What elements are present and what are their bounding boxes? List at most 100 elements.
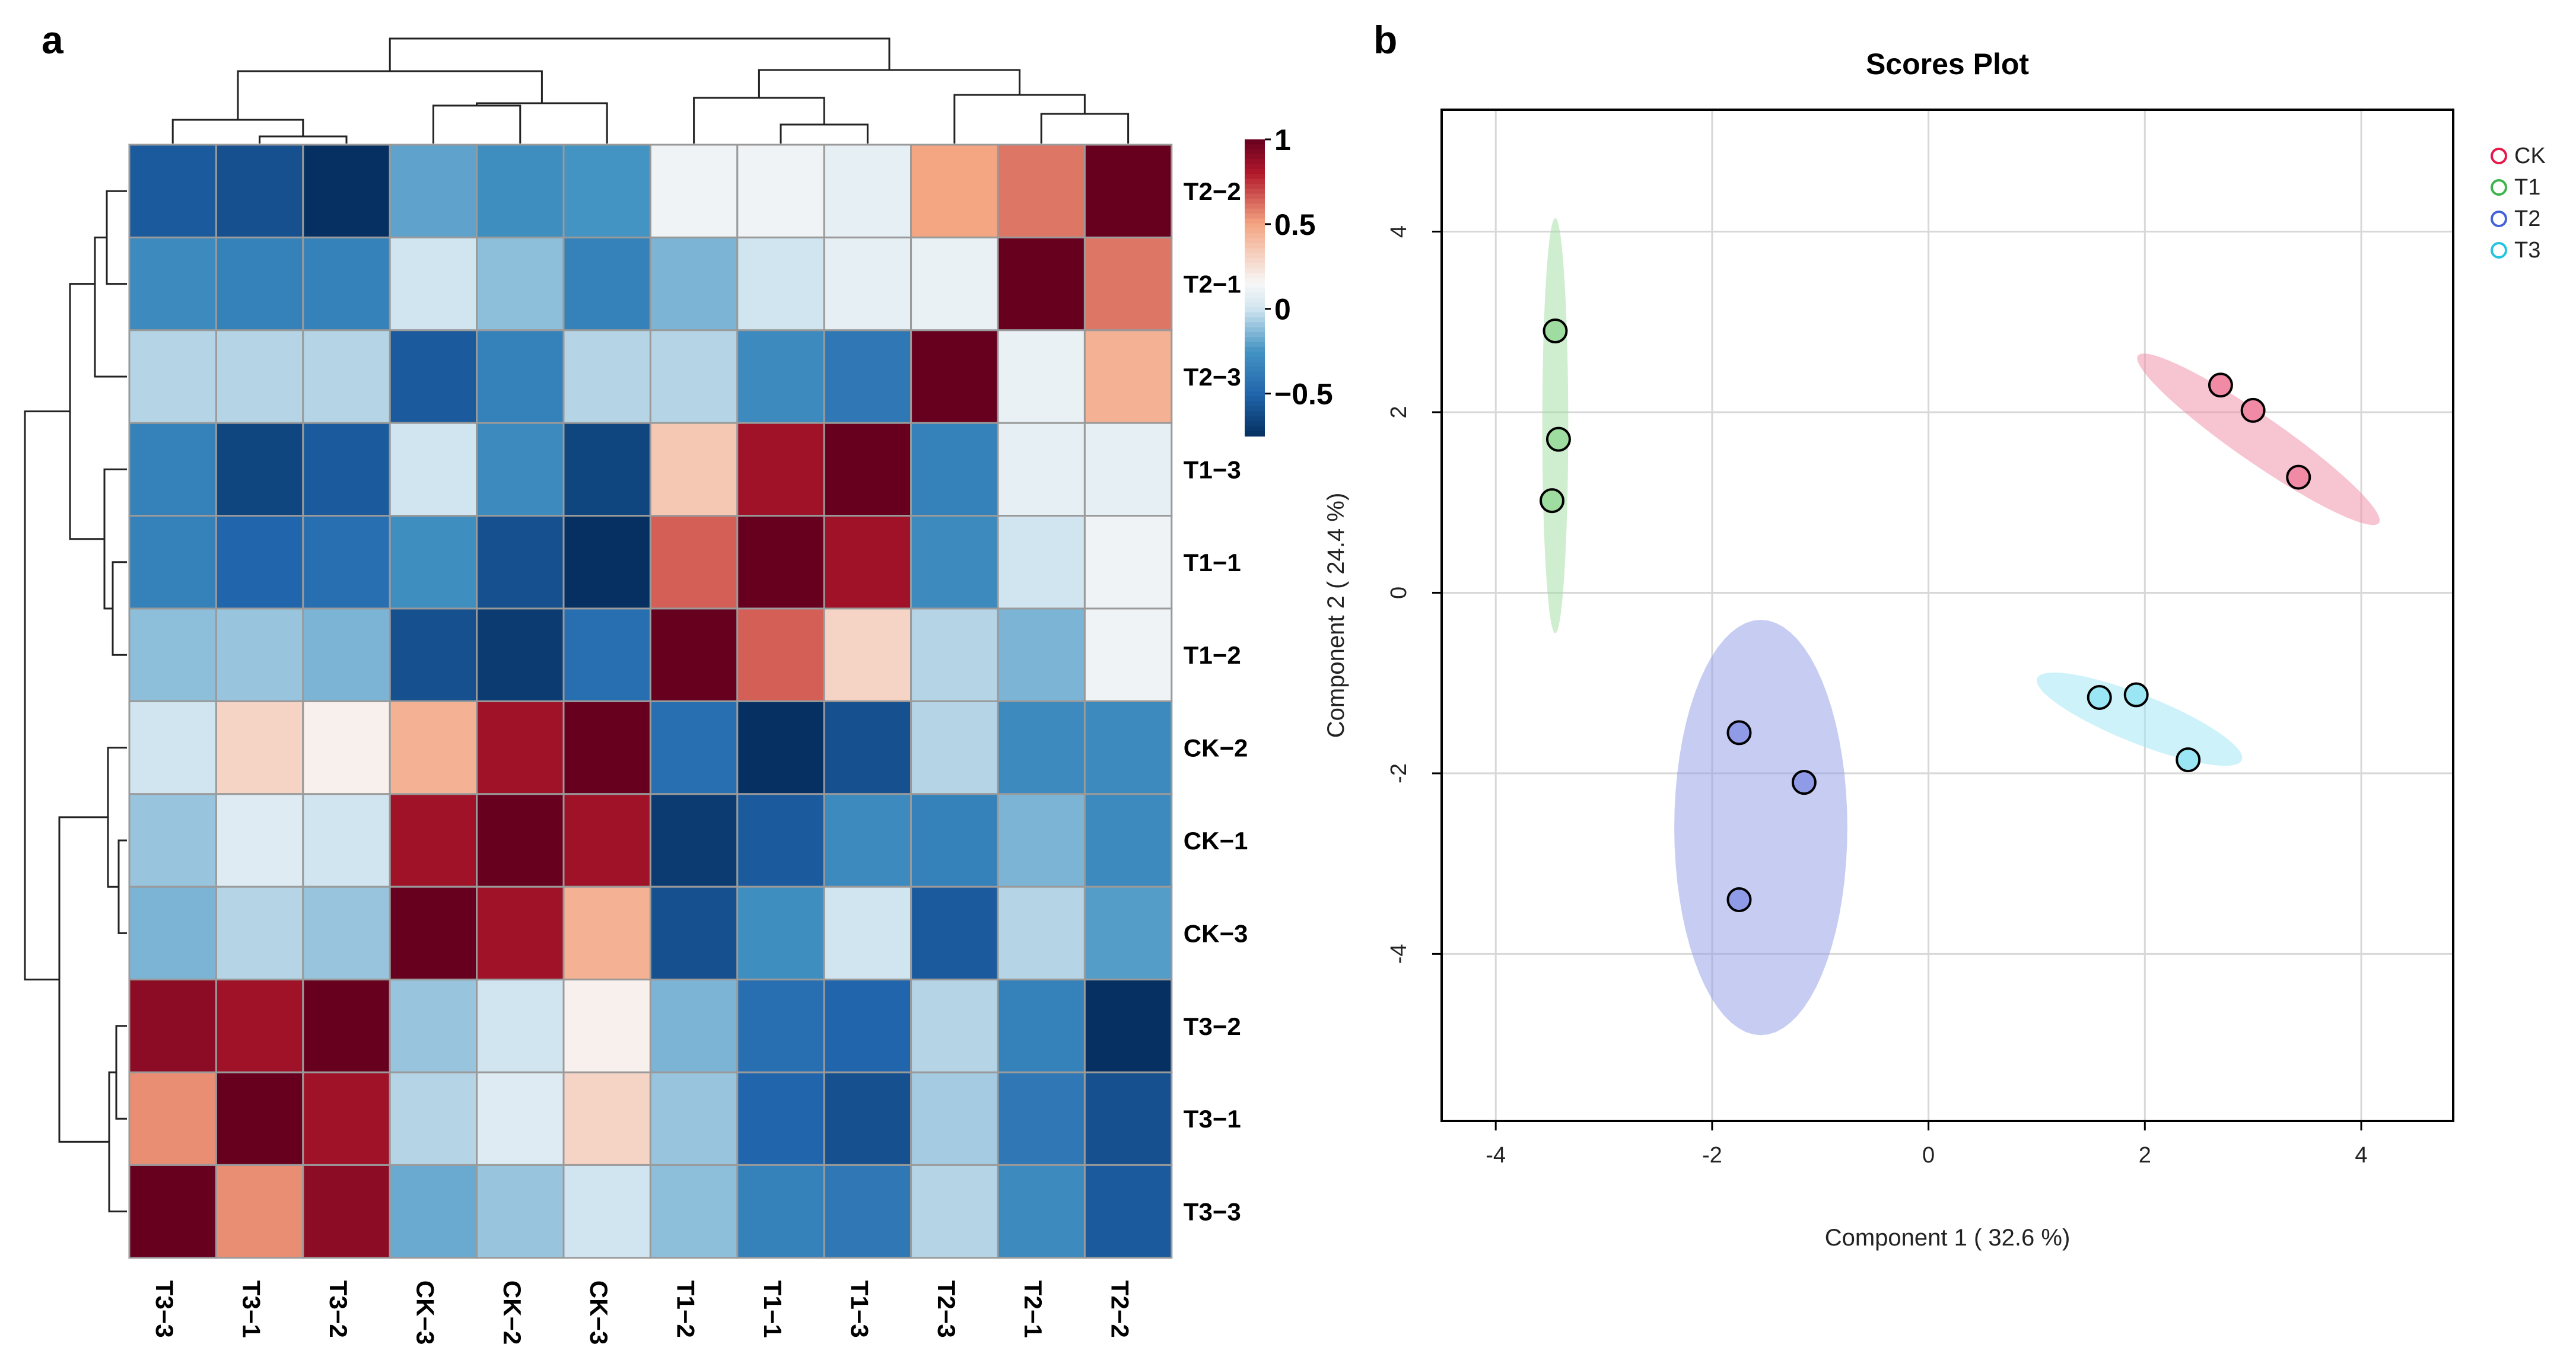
confidence-ellipse-ck xyxy=(2137,353,2380,525)
colorbar-segment xyxy=(1245,248,1265,254)
colorbar-segment xyxy=(1245,193,1265,199)
heatmap-cell xyxy=(823,515,912,610)
colorbar-segment xyxy=(1245,416,1265,422)
heatmap-cell xyxy=(476,422,565,517)
heatmap-cell xyxy=(302,236,391,332)
data-point-t3 xyxy=(2123,682,2149,708)
heatmap-cell xyxy=(997,1071,1086,1166)
heatmap-cell xyxy=(128,144,217,238)
heatmap-cell xyxy=(389,515,478,610)
heatmap-cell xyxy=(476,236,565,332)
heatmap-cell xyxy=(910,885,999,981)
confidence-ellipse-t2 xyxy=(1674,620,1847,1036)
colorbar-segment xyxy=(1245,203,1265,209)
heatmap-cell xyxy=(389,607,478,702)
row-label: T3−1 xyxy=(1184,1105,1241,1133)
heatmap-cell xyxy=(736,144,825,238)
heatmap-cell xyxy=(997,515,1086,610)
colorbar: 1 0.5 0 −0.5 xyxy=(1245,123,1333,437)
heatmap-cell xyxy=(823,607,912,702)
row-label: T2−1 xyxy=(1184,270,1241,298)
row-label: T3−3 xyxy=(1184,1198,1241,1226)
colorbar-segment xyxy=(1245,179,1265,184)
heatmap-cell xyxy=(128,979,217,1074)
data-point-ck xyxy=(2286,464,2311,490)
column-label: T3−2 xyxy=(325,1280,352,1338)
heatmap-cell xyxy=(649,236,739,332)
heatmap-cell xyxy=(823,1164,912,1259)
heatmap-cell xyxy=(997,700,1086,795)
heatmap-cell xyxy=(910,329,999,424)
heatmap-cell xyxy=(389,1071,478,1166)
heatmap-cell xyxy=(562,1164,651,1259)
plot-frame xyxy=(1440,109,2454,1122)
x-tick-label: -4 xyxy=(1486,1143,1506,1168)
colorbar-segment xyxy=(1245,154,1265,160)
colorbar-segment xyxy=(1245,208,1265,214)
data-point-t3 xyxy=(2176,747,2201,773)
heatmap-cell xyxy=(823,793,912,888)
legend-marker-t3 xyxy=(2491,242,2507,259)
dendrogram-branch xyxy=(780,123,869,144)
colorbar-segment xyxy=(1245,312,1265,318)
colorbar-segment xyxy=(1245,288,1265,294)
heatmap-cell xyxy=(215,422,304,517)
heatmap-cell xyxy=(476,979,565,1074)
heatmap-cell xyxy=(910,515,999,610)
heatmap-cell xyxy=(215,1071,304,1166)
heatmap-cell xyxy=(562,329,651,424)
colorbar-segment xyxy=(1245,174,1265,180)
dendrogram-branch xyxy=(107,747,127,888)
heatmap-cell xyxy=(910,236,999,332)
colorbar-segment xyxy=(1245,238,1265,244)
heatmap-cell xyxy=(649,885,739,981)
heatmap-cell xyxy=(128,1071,217,1166)
heatmap-cell xyxy=(997,329,1086,424)
colorbar-segment xyxy=(1245,356,1265,362)
colorbar-segment xyxy=(1245,421,1265,427)
heatmap-cell xyxy=(562,979,651,1074)
heatmap-cell xyxy=(302,1071,391,1166)
heatmap-cell xyxy=(302,422,391,517)
heatmap-cell xyxy=(736,607,825,702)
data-point-t2 xyxy=(1726,887,1752,913)
column-label: T2−3 xyxy=(933,1280,961,1338)
colorbar-segment xyxy=(1245,322,1265,328)
colorbar-segment xyxy=(1245,391,1265,397)
heatmap-cell xyxy=(389,236,478,332)
heatmap-cell xyxy=(302,1164,391,1259)
column-label: T2−1 xyxy=(1019,1280,1047,1338)
colorbar-tick-label: 1 xyxy=(1274,123,1291,157)
heatmap-cell xyxy=(1083,515,1173,610)
colorbar-segment xyxy=(1245,218,1265,224)
heatmap-cell xyxy=(649,422,739,517)
heatmap-cell xyxy=(649,515,739,610)
heatmap-cell xyxy=(910,1164,999,1259)
dendrogram-branch xyxy=(103,468,127,610)
colorbar-segment xyxy=(1245,159,1265,165)
heatmap-cell xyxy=(910,144,999,238)
confidence-ellipse-t1 xyxy=(1542,218,1569,633)
heatmap-cell xyxy=(215,979,304,1074)
heatmap-cell xyxy=(649,144,739,238)
colorbar-segment xyxy=(1245,426,1265,432)
dendrogram-branch xyxy=(693,97,825,144)
x-tick-label: 2 xyxy=(2139,1143,2151,1168)
heatmap-cell xyxy=(128,1164,217,1259)
dendrogram-branch xyxy=(117,839,127,934)
heatmap-cell xyxy=(997,144,1086,238)
heatmap-cell xyxy=(997,607,1086,702)
heatmap-cell xyxy=(736,793,825,888)
dendrogram-branch xyxy=(758,69,1021,98)
y-tick-label: -4 xyxy=(1386,944,1411,964)
heatmap-cell xyxy=(389,144,478,238)
heatmap-cell xyxy=(128,422,217,517)
colorbar-segment xyxy=(1245,362,1265,368)
colorbar-segment xyxy=(1245,386,1265,392)
heatmap-cell xyxy=(476,1071,565,1166)
row-dendrogram xyxy=(24,190,127,1213)
heatmap-cell xyxy=(476,1164,565,1259)
heatmap-cell xyxy=(562,144,651,238)
colorbar-segment xyxy=(1245,144,1265,150)
heatmap-cell xyxy=(997,793,1086,888)
